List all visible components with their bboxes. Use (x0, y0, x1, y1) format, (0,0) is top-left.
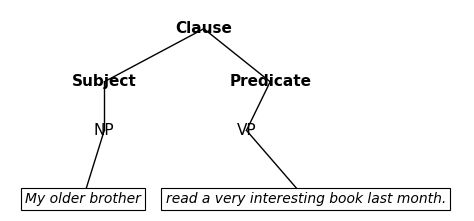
Text: NP: NP (94, 123, 115, 138)
Text: Subject: Subject (72, 74, 137, 89)
Text: VP: VP (237, 123, 256, 138)
Text: Predicate: Predicate (229, 74, 311, 89)
Text: read a very interesting book last month.: read a very interesting book last month. (165, 192, 446, 206)
Text: My older brother: My older brother (25, 192, 141, 206)
Text: Clause: Clause (175, 21, 232, 36)
